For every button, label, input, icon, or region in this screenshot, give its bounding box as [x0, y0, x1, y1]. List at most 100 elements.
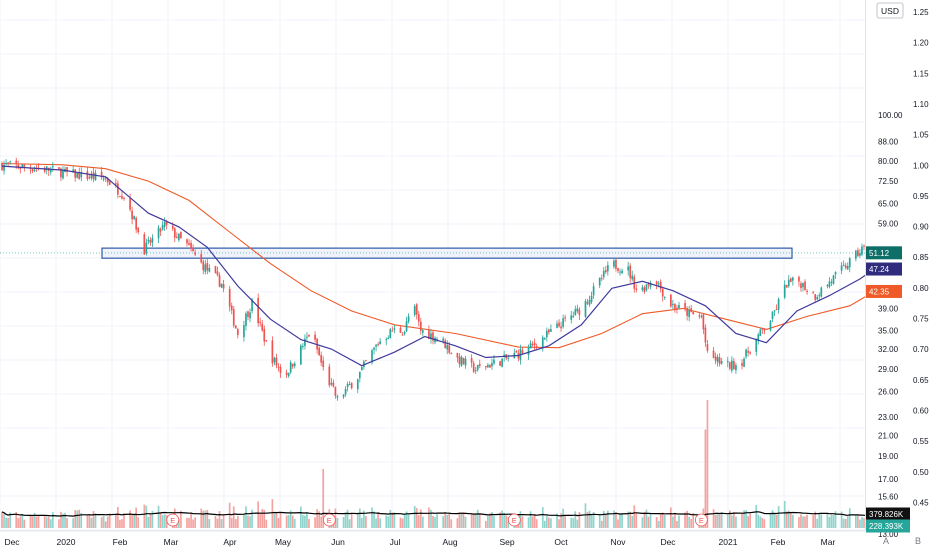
candle-body	[487, 364, 489, 368]
candle-body	[271, 340, 274, 364]
candle-body	[521, 350, 524, 354]
volume-bar	[657, 520, 660, 528]
volume-bar	[491, 512, 493, 528]
candle-body	[706, 344, 709, 351]
ratio-tick: 1.20	[913, 39, 929, 48]
volume-bar	[247, 515, 249, 528]
candle-body	[586, 302, 589, 304]
candle-body	[531, 344, 534, 346]
candle-body	[588, 299, 591, 305]
time-axis-label: Mar	[164, 537, 179, 547]
ratio-tick: 0.60	[913, 406, 929, 415]
volume-bar	[629, 511, 632, 528]
volume-bar	[92, 511, 95, 528]
candle-body	[590, 295, 593, 302]
volume-bar	[670, 507, 672, 528]
volume-bar	[606, 510, 609, 528]
candle-body	[846, 266, 849, 270]
volume-bar	[663, 515, 666, 528]
volume-bar	[820, 514, 823, 528]
price-tick: 32.00	[878, 345, 899, 354]
price-tick: 35.00	[878, 327, 899, 336]
auto-scale-button[interactable]: A	[883, 536, 889, 546]
price-tick: 23.00	[878, 413, 899, 422]
candle-body	[489, 364, 491, 368]
candle-body	[249, 312, 251, 319]
candle-body	[698, 315, 701, 317]
candle-body	[43, 167, 46, 172]
volume-bar	[236, 516, 239, 528]
volume-bar	[826, 513, 829, 528]
log-scale-button[interactable]: B	[915, 536, 921, 546]
volume-bar	[627, 511, 630, 528]
volume-bar	[641, 517, 644, 528]
volume-bar	[755, 505, 758, 528]
candle-body	[33, 169, 36, 172]
volume-bar	[649, 513, 652, 528]
volume-bar	[763, 519, 766, 528]
volume-bar	[190, 512, 192, 528]
candle-body	[393, 328, 396, 330]
candle-body	[88, 177, 91, 179]
candle-body	[643, 287, 646, 292]
candle-body	[535, 346, 538, 348]
volume-bar	[159, 512, 162, 528]
volume-bar	[94, 513, 97, 528]
volume-bar	[45, 517, 48, 528]
volume-bar	[527, 517, 530, 528]
volume-bar	[576, 519, 579, 528]
candle-body	[356, 379, 359, 390]
candle-body	[641, 287, 644, 291]
candle-body	[812, 292, 815, 294]
ratio-tick: 1.25	[913, 8, 929, 17]
candle-body	[277, 366, 280, 368]
volume-bar	[389, 509, 392, 528]
time-axis-label: 2020	[57, 537, 76, 547]
volume-bar	[478, 514, 481, 528]
volume-bar	[560, 513, 562, 528]
currency-button[interactable]: USD	[876, 2, 904, 19]
candle-body	[163, 222, 166, 227]
candle-body	[51, 166, 54, 168]
candle-body	[550, 329, 552, 332]
candle-body	[806, 291, 808, 293]
candle-body	[493, 359, 495, 364]
price-tick: 59.00	[878, 219, 899, 228]
volume-bar	[31, 516, 34, 528]
candle-body	[460, 356, 463, 366]
volume-bar	[393, 512, 396, 528]
volume-bar	[19, 516, 22, 528]
candle-body	[279, 366, 282, 373]
candle-body	[108, 181, 111, 185]
volume-bar	[356, 512, 359, 528]
candle-body	[777, 299, 780, 310]
volume-bar	[704, 429, 707, 528]
volume-bar	[399, 517, 402, 528]
volume-bar	[375, 518, 377, 528]
candle-body	[391, 330, 394, 332]
volume-bar	[391, 512, 394, 528]
volume-bar	[117, 507, 119, 528]
volume-bar	[363, 510, 365, 528]
volume-bar	[259, 513, 262, 528]
volume-bar	[377, 512, 379, 528]
volume-bar	[7, 517, 9, 528]
price-tick: 21.00	[878, 431, 899, 440]
candle-body	[470, 357, 473, 363]
earnings-marker-label: E	[327, 516, 332, 525]
candle-body	[617, 268, 619, 271]
candle-body	[572, 315, 575, 317]
volume-bar	[543, 520, 546, 528]
candle-body	[802, 282, 804, 288]
candle-body	[417, 314, 420, 322]
volume-bar	[208, 519, 211, 528]
volume-bar	[531, 516, 534, 528]
volume-bar	[558, 519, 560, 528]
candle-body	[627, 266, 630, 271]
candle-body	[143, 234, 146, 255]
candle-body	[861, 246, 863, 255]
volume-bar	[631, 515, 634, 528]
volume-bar	[143, 504, 146, 528]
volume-bar	[773, 514, 776, 528]
